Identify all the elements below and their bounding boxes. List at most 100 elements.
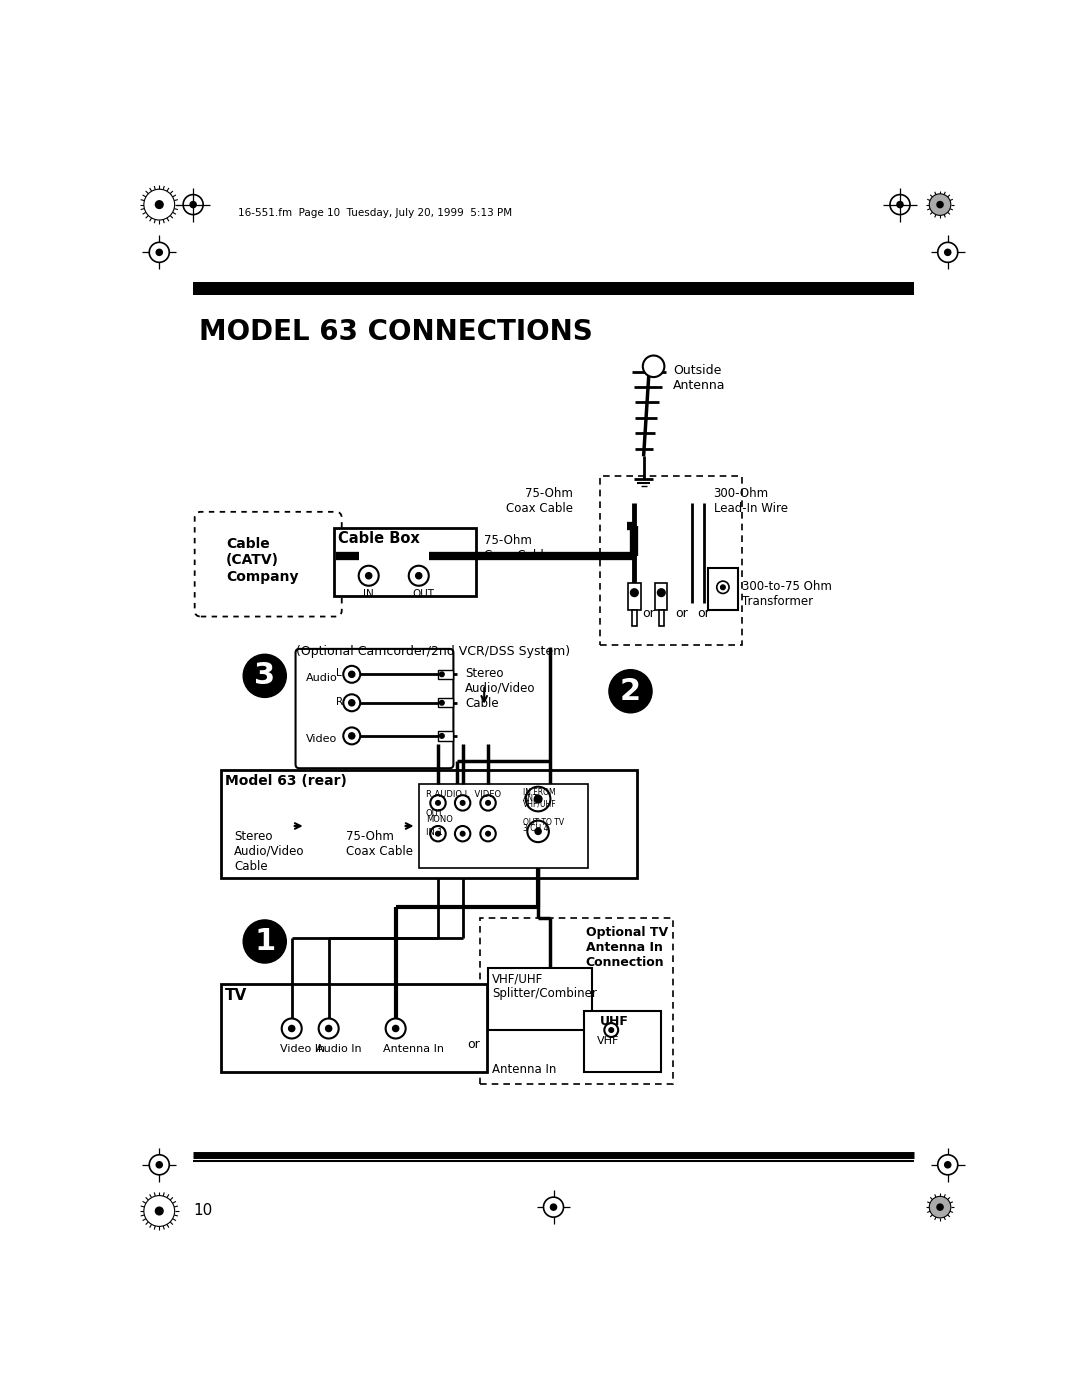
Circle shape xyxy=(937,1204,943,1210)
Text: R AUDIO L  VIDEO: R AUDIO L VIDEO xyxy=(426,789,501,799)
Circle shape xyxy=(430,795,446,810)
Bar xyxy=(220,983,486,1073)
Circle shape xyxy=(386,1018,406,1038)
Text: Optional TV
Antenna In
Connection: Optional TV Antenna In Connection xyxy=(585,926,667,970)
Bar xyxy=(632,610,637,626)
Circle shape xyxy=(243,654,286,697)
Circle shape xyxy=(144,189,175,219)
Text: (Optional Camcorder/2nd VCR/DSS System): (Optional Camcorder/2nd VCR/DSS System) xyxy=(296,645,569,658)
Text: Antenna In: Antenna In xyxy=(382,1044,444,1053)
Bar xyxy=(488,968,592,1030)
Text: Video In: Video In xyxy=(280,1044,325,1053)
Circle shape xyxy=(455,826,470,841)
Circle shape xyxy=(658,588,665,597)
Circle shape xyxy=(896,201,903,208)
Text: 75-Ohm
Coax Cable: 75-Ohm Coax Cable xyxy=(505,488,572,515)
Text: UHF: UHF xyxy=(599,1014,629,1028)
Bar xyxy=(220,770,637,877)
Bar xyxy=(438,731,454,740)
Circle shape xyxy=(717,581,729,594)
Text: or: or xyxy=(468,1038,480,1051)
Circle shape xyxy=(440,700,444,705)
Circle shape xyxy=(440,733,444,738)
Text: or: or xyxy=(675,606,688,619)
Circle shape xyxy=(460,831,465,835)
Circle shape xyxy=(149,242,170,263)
Circle shape xyxy=(937,201,943,208)
Text: Outside
Antenna: Outside Antenna xyxy=(673,365,726,393)
Text: TV: TV xyxy=(225,988,247,1003)
Bar xyxy=(438,698,454,707)
Bar xyxy=(438,669,454,679)
Circle shape xyxy=(486,831,490,835)
Circle shape xyxy=(535,828,541,834)
Circle shape xyxy=(486,800,490,805)
Bar xyxy=(599,475,742,645)
Circle shape xyxy=(282,1018,301,1038)
Circle shape xyxy=(157,1162,162,1168)
Bar xyxy=(659,610,663,626)
Text: 75-Ohm
Coax Cable: 75-Ohm Coax Cable xyxy=(346,830,413,858)
Circle shape xyxy=(435,800,441,805)
Bar xyxy=(419,784,589,869)
Circle shape xyxy=(157,249,162,256)
Circle shape xyxy=(325,1025,332,1031)
Text: OUT: OUT xyxy=(426,809,444,819)
Text: 3 CH 4: 3 CH 4 xyxy=(523,824,549,833)
Circle shape xyxy=(416,573,422,578)
Circle shape xyxy=(343,666,361,683)
Circle shape xyxy=(349,700,355,705)
Text: Stereo
Audio/Video
Cable: Stereo Audio/Video Cable xyxy=(234,830,305,873)
Text: Audio: Audio xyxy=(307,673,338,683)
Circle shape xyxy=(343,728,361,745)
Circle shape xyxy=(460,800,465,805)
Text: MODEL 63 CONNECTIONS: MODEL 63 CONNECTIONS xyxy=(200,317,593,346)
Text: Cable
(CATV)
Company: Cable (CATV) Company xyxy=(226,538,299,584)
Bar xyxy=(584,1011,661,1073)
Circle shape xyxy=(929,194,950,215)
Circle shape xyxy=(288,1025,295,1031)
Circle shape xyxy=(156,201,163,208)
Circle shape xyxy=(430,826,446,841)
Text: OUT: OUT xyxy=(413,588,434,599)
Circle shape xyxy=(481,826,496,841)
Text: Cable Box: Cable Box xyxy=(338,531,420,546)
Text: OUT TO TV: OUT TO TV xyxy=(523,819,564,827)
Text: ANT.: ANT. xyxy=(523,793,540,803)
Bar xyxy=(656,584,667,610)
Text: Model 63 (rear): Model 63 (rear) xyxy=(225,774,347,788)
Text: Stereo
Audio/Video
Cable: Stereo Audio/Video Cable xyxy=(465,666,536,710)
Circle shape xyxy=(543,1197,564,1217)
Text: 300-Ohm
Lead-In Wire: 300-Ohm Lead-In Wire xyxy=(714,488,787,515)
Text: IN 1: IN 1 xyxy=(426,828,443,837)
Circle shape xyxy=(605,1023,618,1037)
Text: IN FROM: IN FROM xyxy=(523,788,555,798)
Circle shape xyxy=(481,795,496,810)
Circle shape xyxy=(359,566,379,585)
Text: L: L xyxy=(336,668,342,678)
Circle shape xyxy=(551,1204,556,1210)
Circle shape xyxy=(343,694,361,711)
Circle shape xyxy=(184,194,203,215)
Circle shape xyxy=(945,249,950,256)
Circle shape xyxy=(349,671,355,678)
Circle shape xyxy=(366,573,372,578)
Text: 75-Ohm
Coax Cable: 75-Ohm Coax Cable xyxy=(484,534,551,562)
Circle shape xyxy=(535,795,542,803)
Circle shape xyxy=(945,1162,950,1168)
Circle shape xyxy=(937,242,958,263)
Circle shape xyxy=(890,194,910,215)
Circle shape xyxy=(526,787,551,812)
Circle shape xyxy=(440,672,444,676)
Bar xyxy=(334,528,476,595)
Circle shape xyxy=(643,355,664,377)
Text: MONO: MONO xyxy=(426,816,453,824)
Text: or: or xyxy=(642,606,654,619)
Circle shape xyxy=(408,566,429,585)
Text: 2: 2 xyxy=(620,676,642,705)
Circle shape xyxy=(392,1025,399,1031)
Circle shape xyxy=(609,1028,613,1032)
Bar xyxy=(481,918,673,1084)
Circle shape xyxy=(455,795,470,810)
Circle shape xyxy=(156,1207,163,1215)
